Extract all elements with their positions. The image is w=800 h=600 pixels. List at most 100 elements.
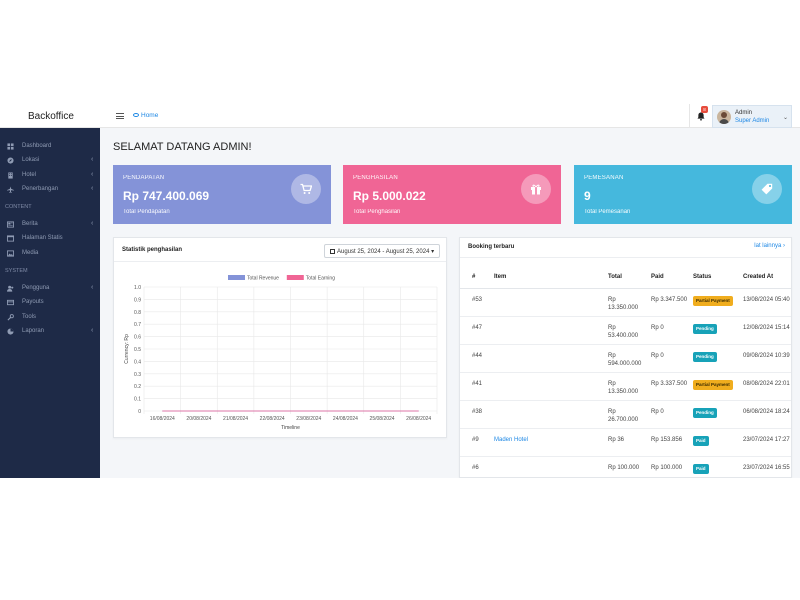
booking-status: Pending	[689, 344, 739, 373]
user-role: Super Admin	[735, 118, 770, 124]
table-header-row: # Item Total Paid Status Created At	[460, 266, 791, 289]
booking-item-link[interactable]: Maden Hotel	[494, 436, 529, 443]
see-all-link[interactable]: lat lainnya ›	[754, 243, 785, 249]
booking-status: Paid	[689, 428, 739, 457]
bookings-panel: Booking terbaru lat lainnya › # Item Tot…	[459, 237, 792, 478]
booking-item	[490, 316, 604, 345]
status-badge: Partial Payment	[693, 379, 733, 390]
menu-toggle-icon[interactable]	[116, 113, 124, 119]
column-header: #	[460, 266, 490, 289]
table-row[interactable]: #6 Rp 100.000 Rp 100.000 Paid 23/07/2024 16:…	[460, 456, 791, 478]
booking-status: Paid	[689, 456, 739, 478]
chevron-left-icon: ‹	[91, 184, 94, 192]
bell-icon[interactable]	[697, 112, 705, 121]
booking-paid: Rp 0	[647, 344, 689, 373]
stat-value: 9	[584, 189, 591, 203]
sidebar-item-payouts[interactable]: Payouts	[0, 297, 100, 309]
column-header: Paid	[647, 266, 689, 289]
sidebar-item-berita[interactable]: Berita ‹	[0, 219, 100, 231]
stat-subtitle: Total Pemesanan	[584, 209, 631, 215]
booking-id: #47	[460, 316, 490, 345]
chevron-left-icon: ‹	[91, 284, 94, 291]
bookings-panel-title: Booking terbaru	[468, 244, 515, 250]
y-tick-label: 0.9	[134, 297, 141, 303]
status-badge: Paid	[693, 435, 709, 446]
y-tick-label: 0.6	[134, 335, 141, 341]
status-badge: Partial Payment	[693, 295, 733, 306]
sidebar-section-system: SYSTEM	[5, 268, 28, 274]
top-navbar: Backoffice Home 8 Admin Super Admin ⌄	[0, 104, 800, 128]
x-tick-label: 21/08/2024	[223, 416, 248, 422]
sidebar-item-media[interactable]: Media	[0, 248, 100, 260]
booking-item	[490, 344, 604, 373]
x-tick-label: 24/08/2024	[333, 416, 358, 422]
booking-paid: Rp 0	[647, 400, 689, 429]
cart-icon	[291, 174, 321, 204]
bookings-panel-header: Booking terbaru lat lainnya ›	[460, 238, 791, 258]
image-icon	[7, 250, 14, 257]
booking-total: Rp 594.000.000	[604, 344, 647, 373]
stat-card-penghasilan: PENGHASILAN Rp 5.000.022 Total Penghasil…	[343, 165, 561, 224]
booking-created-at: 23/07/2024 16:55	[739, 456, 791, 478]
earnings-panel-header: Statistik penghasilan August 25, 2024 - …	[114, 238, 446, 262]
date-range-picker[interactable]: August 25, 2024 - August 25, 2024 ▾	[324, 244, 440, 258]
sidebar-item-laporan[interactable]: Laporan ‹	[0, 326, 100, 338]
table-row[interactable]: #9 Maden Hotel Rp 36 Rp 153.856 Paid 23/07/20…	[460, 428, 791, 457]
legend-swatch	[286, 275, 304, 280]
app-screen: Backoffice Home 8 Admin Super Admin ⌄ Da…	[0, 104, 800, 478]
booking-paid: Rp 3.347.500	[647, 288, 689, 317]
table-row[interactable]: #41 Rp 13.350.000 Rp 3.337.500 Partial Paym…	[460, 372, 791, 401]
x-tick-label: 22/08/2024	[260, 416, 285, 422]
booking-created-at: 09/08/2024 10:39	[739, 344, 791, 373]
home-link[interactable]: Home	[133, 112, 158, 119]
brand-logo[interactable]: Backoffice	[28, 111, 74, 122]
legend-label: Total Revenue	[247, 276, 279, 282]
x-tick-label: 23/08/2024	[296, 416, 321, 422]
chart-pie-icon	[7, 328, 14, 335]
table-row[interactable]: #47 Rp 53.400.000 Rp 0 Pending 12/08/2024 15…	[460, 316, 791, 345]
news-icon	[7, 221, 14, 228]
see-all-label: lat lainnya	[754, 243, 782, 249]
home-link-label: Home	[141, 112, 159, 119]
status-badge: Pending	[693, 323, 717, 334]
chevron-left-icon: ‹	[91, 156, 94, 164]
sidebar-item-halaman-statis[interactable]: Halaman Statis	[0, 233, 100, 245]
stat-label: PENGHASILAN	[353, 175, 398, 181]
calendar-icon	[330, 249, 335, 254]
tag-icon	[752, 174, 782, 204]
sidebar-item-hotel[interactable]: Hotel ‹	[0, 170, 100, 182]
y-tick-label: 0	[138, 409, 141, 415]
sidebar-item-label: Lokasi	[22, 157, 40, 164]
y-axis-title: Currency: Rp	[124, 334, 130, 364]
table-row[interactable]: #44 Rp 594.000.000 Rp 0 Pending 09/08/2024 1…	[460, 344, 791, 373]
sidebar-item-label: Media	[22, 249, 39, 256]
user-menu[interactable]: Admin Super Admin ⌄	[712, 105, 792, 128]
legend-label: Total Earning	[306, 276, 335, 282]
date-range-label: August 25, 2024 - August 25, 2024	[337, 249, 430, 255]
sidebar-item-penerbangan[interactable]: Penerbangan ‹	[0, 184, 100, 196]
earnings-chart: 1.0 0.9 0.8 0.7 0.6 0.5 0.4 0.3 0.2 0.1 0 16/08/202…	[124, 275, 438, 431]
booking-item: Maden Hotel	[490, 428, 604, 457]
booking-created-at: 12/08/2024 15:14	[739, 316, 791, 345]
booking-status: Partial Payment	[689, 372, 739, 401]
sidebar-item-label: Payouts	[22, 299, 44, 306]
y-tick-label: 0.4	[134, 359, 141, 365]
y-tick-label: 1.0	[134, 285, 141, 291]
sidebar-item-pengguna[interactable]: Pengguna ‹	[0, 283, 100, 295]
stat-subtitle: Total Penghasilan	[353, 209, 401, 215]
sidebar-item-lokasi[interactable]: Lokasi ‹	[0, 155, 100, 167]
wrench-icon	[7, 313, 14, 321]
y-tick-label: 0.2	[134, 384, 141, 390]
column-header: Status	[689, 266, 739, 289]
booking-item	[490, 288, 604, 317]
table-row[interactable]: #53 Rp 13.350.000 Rp 3.347.500 Partial Paym…	[460, 288, 791, 317]
sidebar-item-label: Tools	[22, 313, 37, 320]
stat-card-pemesanan: PEMESANAN 9 Total Pemesanan	[574, 165, 792, 224]
booking-item	[490, 400, 604, 429]
sidebar-item-tools[interactable]: Tools	[0, 312, 100, 324]
sidebar-item-dashboard[interactable]: Dashboard	[0, 141, 100, 153]
table-row[interactable]: #38 Rp 26.700.000 Rp 0 Pending 06/08/2024 18…	[460, 400, 791, 429]
page-icon	[7, 235, 14, 242]
y-tick-label: 0.5	[134, 347, 141, 353]
dashboard-icon	[7, 143, 14, 150]
